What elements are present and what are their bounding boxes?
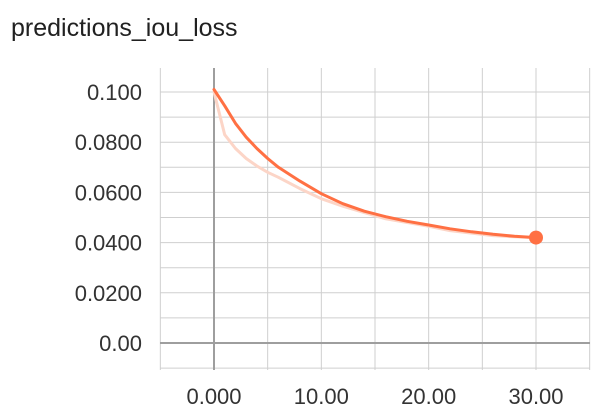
x-tick-label: 0.000: [186, 384, 241, 409]
y-tick-label: 0.0200: [75, 281, 142, 306]
y-tick-label: 0.100: [87, 80, 142, 105]
x-tick-labels: 0.000 10.00 20.00 30.00: [186, 384, 563, 409]
x-tick-label: 20.00: [401, 384, 456, 409]
y-tick-label: 0.00: [99, 331, 142, 356]
y-tick-label: 0.0400: [75, 231, 142, 256]
smoothed-series-line: [212, 88, 538, 240]
last-point-marker[interactable]: [529, 230, 543, 245]
y-tick-label: 0.0800: [75, 130, 142, 155]
x-tick-label: 10.00: [294, 384, 349, 409]
y-tick-label: 0.0600: [75, 180, 142, 205]
chart-title: predictions_iou_loss: [11, 14, 238, 42]
vertical-gridlines: [159, 68, 591, 370]
series-lines: [212, 88, 538, 240]
series-markers[interactable]: [529, 230, 543, 245]
y-tick-labels: 0.00 0.0200 0.0400 0.0600 0.0800 0.100: [75, 80, 142, 356]
axes: [160, 68, 590, 370]
x-tick-label: 30.00: [508, 384, 563, 409]
